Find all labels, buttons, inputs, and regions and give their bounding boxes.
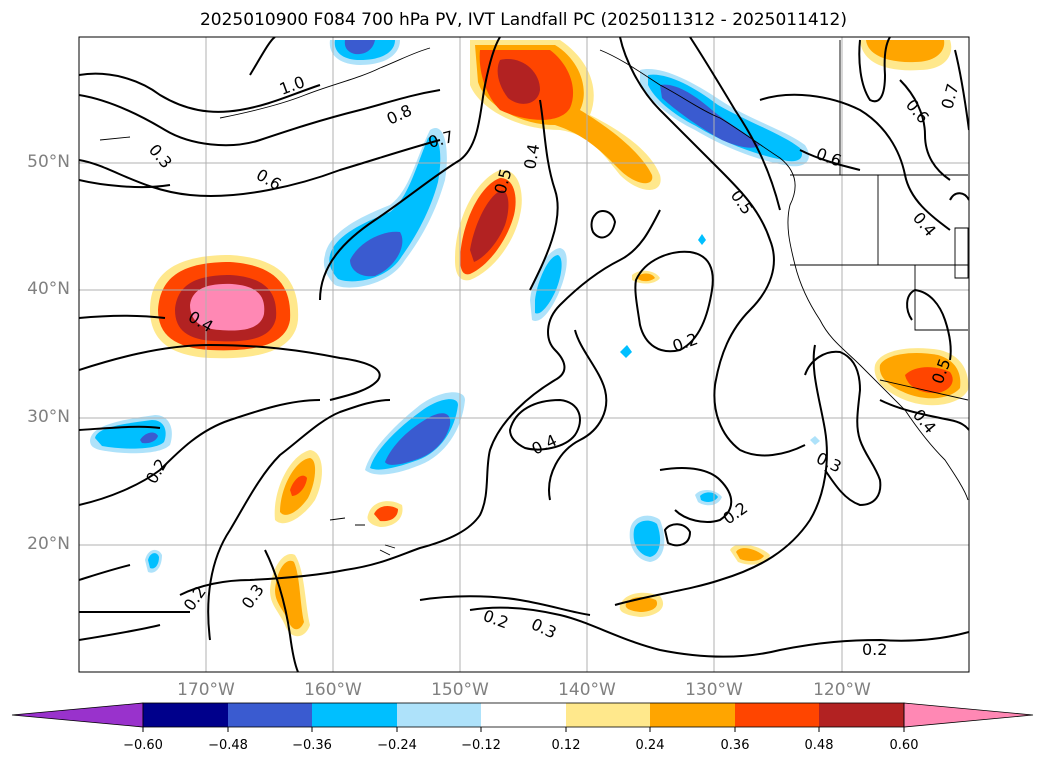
contour-label: 0.2 [719, 498, 751, 528]
colorbar [11, 702, 1034, 732]
contour-label: 0.5 [727, 186, 757, 218]
colorbar-swatch [228, 703, 312, 727]
contour-label: 0.6 [902, 95, 933, 127]
contour-label: 0.2 [481, 606, 511, 633]
coastlines [99, 40, 969, 556]
colorbar-tick-label: 0.48 [804, 738, 834, 753]
colorbar-tick-label: −0.24 [377, 738, 417, 753]
contour-label: 0.3 [145, 140, 176, 172]
contour-label: 0.2 [670, 329, 700, 356]
contour-label: 0.2 [862, 640, 887, 659]
contour-label: 0.4 [909, 208, 940, 240]
negative-anomaly-regions [90, 40, 820, 573]
contour-label: 0.3 [813, 448, 844, 476]
contour-label: 0.2 [180, 583, 210, 615]
pv-contours [79, 37, 969, 672]
contour-label: 1.0 [277, 72, 307, 99]
contour-label: 0.4 [529, 431, 560, 459]
lat-tick-label: 50°N [27, 152, 70, 172]
contour-label: 0.2 [142, 455, 171, 487]
lon-tick-label: 150°W [431, 680, 489, 700]
contour-label: 0.3 [528, 614, 559, 642]
colorbar-swatch [397, 703, 481, 727]
contour-label: 0.6 [253, 165, 285, 194]
lon-tick-label: 130°W [685, 680, 743, 700]
colorbar-swatch [735, 703, 819, 727]
colorbar-extend-high [903, 702, 1034, 728]
lon-tick-label: 160°W [304, 680, 362, 700]
contour-label: 0.3 [238, 581, 268, 613]
colorbar-tick-label: −0.60 [123, 738, 163, 753]
contour-label: 0.7 [938, 82, 963, 112]
colorbar-swatch [819, 703, 904, 727]
grid-lines [79, 37, 969, 672]
colorbar-swatch [481, 703, 566, 727]
positive-anomaly-regions [150, 40, 969, 637]
colorbar-tick-label: 0.60 [889, 738, 919, 753]
lat-tick-label: 20°N [27, 534, 70, 554]
colorbar-swatch [312, 703, 397, 727]
colorbar-tick-label: −0.36 [292, 738, 332, 753]
colorbar-swatch [650, 703, 735, 727]
contour-labels: 1.0 0.8 0.7 0.6 0.3 0.4 0.2 0.2 0.3 0.5 … [142, 72, 962, 659]
lon-tick-label: 120°W [813, 680, 871, 700]
lon-tick-label: 140°W [558, 680, 616, 700]
contour-label: 0.4 [520, 142, 543, 170]
chart-title: 2025010900 F084 700 hPa PV, IVT Landfall… [199, 10, 847, 30]
lon-tick-label: 170°W [177, 680, 235, 700]
contour-label: 0.4 [909, 405, 940, 437]
colorbar-tick-label: 0.12 [551, 738, 581, 753]
colorbar-tick-label: 0.24 [635, 738, 665, 753]
contour-label: 0.6 [814, 144, 844, 171]
contour-label: 0.8 [384, 101, 415, 129]
colorbar-tick-label: −0.12 [461, 738, 501, 753]
colorbar-extend-low [11, 702, 144, 728]
colorbar-tick-label: 0.36 [720, 738, 750, 753]
colorbar-swatch [566, 703, 650, 727]
lat-tick-label: 40°N [27, 279, 70, 299]
lat-tick-label: 30°N [27, 407, 70, 427]
colorbar-tick-label: −0.48 [208, 738, 248, 753]
map-frame [78, 36, 970, 673]
colorbar-swatch [143, 703, 228, 727]
